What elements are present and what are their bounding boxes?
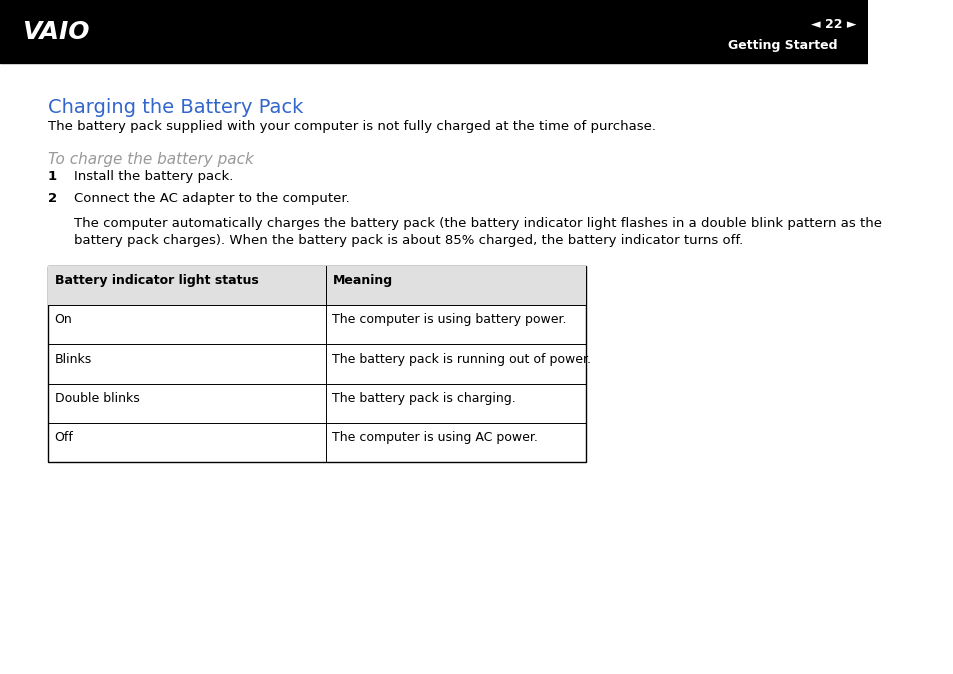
Text: On: On xyxy=(54,313,72,326)
Text: The battery pack supplied with your computer is not fully charged at the time of: The battery pack supplied with your comp… xyxy=(48,120,655,133)
Text: The battery pack is charging.: The battery pack is charging. xyxy=(332,392,516,404)
Text: Blinks: Blinks xyxy=(54,353,91,365)
Text: VAIO: VAIO xyxy=(22,20,90,44)
Text: ◄ 22 ►: ◄ 22 ► xyxy=(810,18,855,30)
Text: Install the battery pack.: Install the battery pack. xyxy=(73,170,233,183)
Text: The battery pack is running out of power.: The battery pack is running out of power… xyxy=(332,353,591,365)
Text: Connect the AC adapter to the computer.: Connect the AC adapter to the computer. xyxy=(73,192,349,205)
Bar xyxy=(0,0,867,63)
Bar xyxy=(48,266,585,462)
Text: Double blinks: Double blinks xyxy=(54,392,139,404)
Bar xyxy=(48,266,585,305)
Text: 1: 1 xyxy=(48,170,57,183)
Text: Charging the Battery Pack: Charging the Battery Pack xyxy=(48,98,303,117)
Text: The computer automatically charges the battery pack (the battery indicator light: The computer automatically charges the b… xyxy=(73,217,881,247)
Text: The computer is using AC power.: The computer is using AC power. xyxy=(332,431,537,443)
Text: Battery indicator light status: Battery indicator light status xyxy=(54,274,258,287)
Text: Getting Started: Getting Started xyxy=(727,39,837,52)
Text: Meaning: Meaning xyxy=(332,274,393,287)
Text: 2: 2 xyxy=(48,192,57,205)
Text: Off: Off xyxy=(54,431,73,443)
Text: To charge the battery pack: To charge the battery pack xyxy=(48,152,253,166)
Text: The computer is using battery power.: The computer is using battery power. xyxy=(332,313,566,326)
